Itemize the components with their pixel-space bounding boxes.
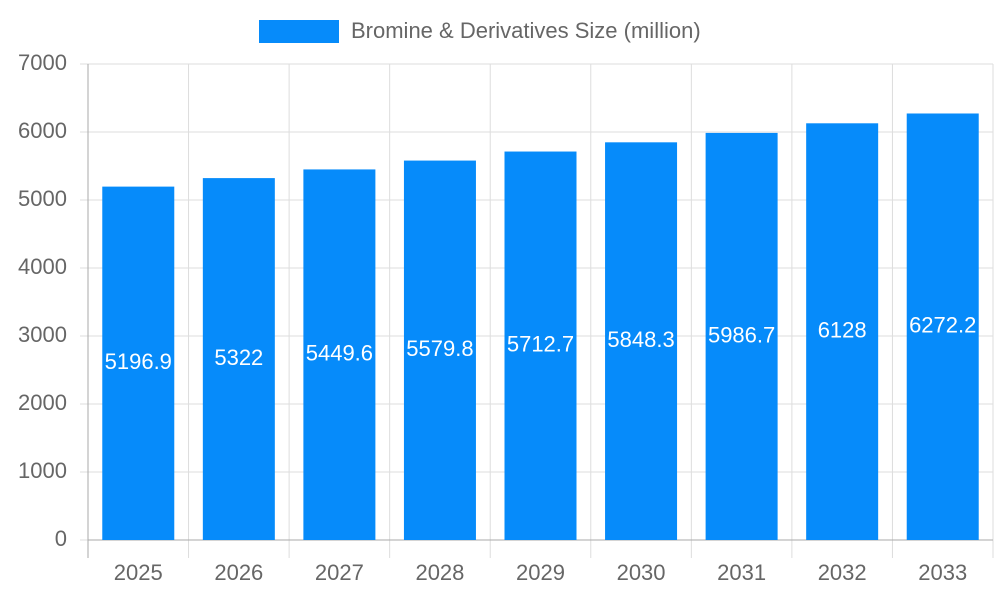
bar [102,186,175,541]
y-tick-label: 7000 [18,50,67,75]
data-label: 6128 [818,317,867,342]
bar [705,132,778,540]
x-tick-label: 2029 [516,560,565,585]
x-tick-label: 2033 [918,560,967,585]
x-tick-label: 2025 [114,560,163,585]
x-tick-label: 2026 [214,560,263,585]
y-tick-label: 1000 [18,458,67,483]
bar [202,178,275,540]
y-tick-label: 0 [55,526,67,551]
data-label: 5449.6 [306,341,373,366]
y-tick-label: 5000 [18,186,67,211]
legend-swatch [259,20,339,43]
x-tick-label: 2030 [617,560,666,585]
y-tick-label: 6000 [18,118,67,143]
bar [504,151,577,540]
bar [906,113,979,540]
data-label: 5986.7 [708,322,775,347]
bar [605,142,678,540]
bar [403,160,476,540]
y-tick-label: 3000 [18,322,67,347]
x-tick-label: 2031 [717,560,766,585]
bar [806,123,879,541]
x-tick-label: 2027 [315,560,364,585]
x-tick-label: 2028 [415,560,464,585]
legend-label: Bromine & Derivatives Size (million) [351,18,701,43]
bar [303,169,376,541]
y-tick-label: 4000 [18,254,67,279]
data-label: 6272.2 [909,313,976,338]
y-tick-label: 2000 [18,390,67,415]
data-label: 5848.3 [607,327,674,352]
data-label: 5196.9 [105,349,172,374]
data-label: 5579.8 [406,336,473,361]
data-label: 5712.7 [507,332,574,357]
data-label: 5322 [214,345,263,370]
x-tick-label: 2032 [818,560,867,585]
